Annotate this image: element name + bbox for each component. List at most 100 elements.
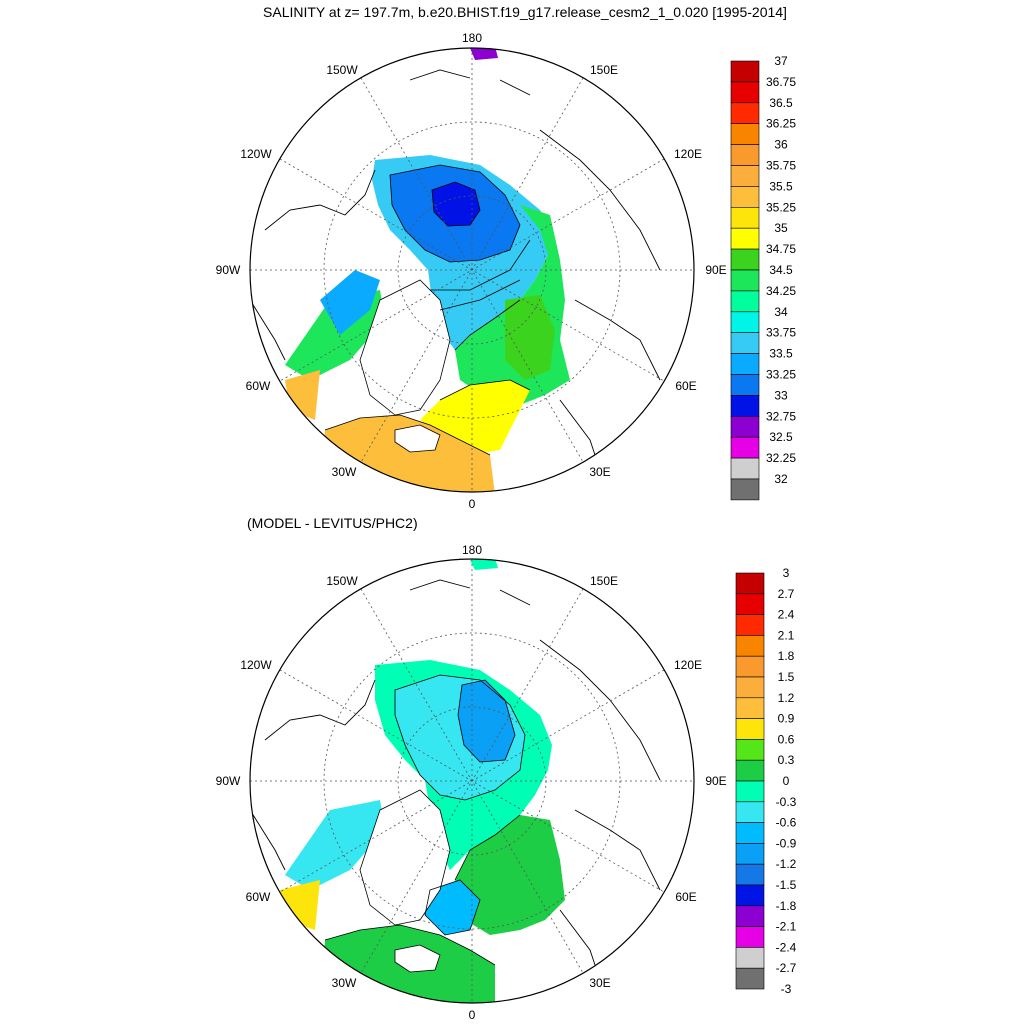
lon-label-30w-bottom: 30W xyxy=(332,976,357,990)
lon-label-120w: 120W xyxy=(240,147,272,161)
salinity-colorbar-box-3 xyxy=(730,123,760,145)
lon-label-150w: 150W xyxy=(326,63,358,77)
difference-colorbar-box-11 xyxy=(735,801,765,823)
salinity-colorbar-label-20: 32 xyxy=(774,472,788,486)
difference-colorbar-box-4 xyxy=(735,655,765,678)
salinity-colorbar-box-12 xyxy=(730,311,760,333)
lon-label-90e-bottom: 90E xyxy=(705,774,726,788)
diff-field-labrador xyxy=(285,800,385,890)
difference-colorbar-label-9: 0.3 xyxy=(778,753,795,767)
difference-colorbar-label-0: 3 xyxy=(783,566,790,580)
lon-label-60e-bottom: 60E xyxy=(675,890,696,904)
difference-colorbar-box-19 xyxy=(735,967,765,990)
difference-colorbar-box-8 xyxy=(735,739,765,761)
difference-colorbar-label-8: 0.6 xyxy=(778,732,795,746)
difference-colorbar-label-7: 0.9 xyxy=(778,712,795,726)
salinity-field-baffin xyxy=(320,270,380,335)
salinity-colorbar-box-4 xyxy=(730,144,760,166)
salinity-colorbar-label-12: 34 xyxy=(774,305,788,319)
salinity-colorbar-label-5: 35.75 xyxy=(766,159,796,173)
lon-label-0-bottom: 0 xyxy=(469,1008,476,1022)
lon-label-90e: 90E xyxy=(705,263,726,277)
lon-label-150e: 150E xyxy=(590,63,618,77)
difference-colorbar-box-1 xyxy=(735,593,765,615)
difference-colorbar-label-19: -2.7 xyxy=(776,961,797,975)
lon-label-30w: 30W xyxy=(332,465,357,479)
salinity-colorbar-box-6 xyxy=(730,186,760,208)
salinity-colorbar-box-19 xyxy=(730,457,760,480)
salinity-colorbar-label-15: 33.25 xyxy=(766,368,796,382)
difference-colorbar-box-13 xyxy=(735,843,765,865)
difference-colorbar-box-9 xyxy=(735,759,765,782)
lon-label-30e-bottom: 30E xyxy=(589,976,610,990)
difference-colorbar-box-14 xyxy=(735,863,765,886)
lon-label-60w: 60W xyxy=(246,379,271,393)
difference-colorbar-label-18: -2.4 xyxy=(776,940,797,954)
lon-label-180: 180 xyxy=(462,31,482,45)
salinity-colorbar-box-8 xyxy=(730,227,760,250)
difference-colorbar-box-2 xyxy=(735,614,765,636)
figure-title: SALINITY at z= 197.7m, b.e20.BHIST.f19_g… xyxy=(263,4,787,20)
difference-colorbar-label-12: -0.6 xyxy=(776,816,797,830)
difference-colorbar-box-15 xyxy=(735,884,765,907)
salinity-colorbar-box-11 xyxy=(730,290,760,313)
salinity-colorbar-box-16 xyxy=(730,395,760,417)
difference-colorbar-box-3 xyxy=(735,635,765,657)
salinity-colorbar-box-15 xyxy=(730,374,760,396)
map-boundary-bottom xyxy=(249,558,695,1004)
difference-colorbar-box-0 xyxy=(735,572,765,595)
diff-field-bering xyxy=(470,559,498,570)
difference-colorbar-label-14: -1.2 xyxy=(776,857,797,871)
salinity-colorbar-label-1: 36.75 xyxy=(766,75,796,89)
lon-label-30e: 30E xyxy=(589,465,610,479)
salinity-colorbar-box-20 xyxy=(730,478,760,501)
graticule-bottom xyxy=(250,559,694,1003)
difference-colorbar-label-13: -0.9 xyxy=(776,836,797,850)
difference-colorbar-box-16 xyxy=(735,905,765,927)
salinity-contours xyxy=(324,164,531,456)
diff-field-eurasian xyxy=(455,815,565,935)
salinity-colorbar-label-4: 36 xyxy=(774,138,788,152)
difference-colorbar-box-10 xyxy=(735,780,765,803)
salinity-colorbar-label-7: 35.25 xyxy=(766,200,796,214)
difference-colorbar-label-20: -3 xyxy=(781,982,792,996)
difference-map: 180 150W 150E 120W 120E 90W 90E 60W 60E … xyxy=(216,543,727,1022)
iceland-land xyxy=(394,424,441,453)
difference-subtitle: (MODEL - LEVITUS/PHC2) xyxy=(247,515,418,531)
difference-colorbar-box-17 xyxy=(735,926,765,948)
greenland-land xyxy=(359,279,451,416)
lon-label-60w-bottom: 60W xyxy=(246,890,271,904)
difference-colorbar-box-5 xyxy=(735,676,765,699)
difference-colorbar-label-3: 2.1 xyxy=(778,628,795,642)
difference-colorbar-label-17: -2.1 xyxy=(776,920,797,934)
salinity-colorbar: 37 36.75 36.5 36.25 36 35.75 35.5 35.25 35 34.75 3… xyxy=(730,54,796,501)
salinity-colorbar-box-7 xyxy=(730,207,760,229)
salinity-colorbar-box-9 xyxy=(730,248,760,271)
lon-label-150w-bottom: 150W xyxy=(326,574,358,588)
salinity-colorbar-label-8: 35 xyxy=(774,221,788,235)
difference-colorbar-box-12 xyxy=(735,822,765,844)
salinity-colorbar-label-2: 36.5 xyxy=(769,96,793,110)
salinity-colorbar-box-10 xyxy=(730,269,760,292)
difference-colorbar-label-15: -1.5 xyxy=(776,878,797,892)
salinity-colorbar-label-10: 34.5 xyxy=(769,263,793,277)
salinity-colorbar-label-3: 36.25 xyxy=(766,117,796,131)
salinity-map: 180 150W 150E 120W 120E 90W 90E 60W 60E … xyxy=(216,31,727,511)
difference-colorbar: 3 2.7 2.4 2.1 1.8 1.5 1.2 0.9 0.6 0.3 0 -0.3 -0.6 -0.… xyxy=(735,566,797,996)
salinity-colorbar-label-16: 33 xyxy=(774,388,788,402)
iceland-land-bottom xyxy=(394,944,441,973)
difference-colorbar-label-5: 1.5 xyxy=(778,670,795,684)
difference-colorbar-label-11: -0.3 xyxy=(776,795,797,809)
lon-label-150e-bottom: 150E xyxy=(590,574,618,588)
salinity-colorbar-label-14: 33.5 xyxy=(769,347,793,361)
lon-label-120w-bottom: 120W xyxy=(240,658,272,672)
salinity-colorbar-box-14 xyxy=(730,353,760,375)
salinity-field-bering xyxy=(470,48,498,60)
map-boundary-top xyxy=(249,47,695,493)
lon-label-60e: 60E xyxy=(675,379,696,393)
lon-label-0: 0 xyxy=(469,497,476,511)
lon-label-90w-bottom: 90W xyxy=(216,774,241,788)
lon-label-90w: 90W xyxy=(216,263,241,277)
salinity-colorbar-box-0 xyxy=(730,60,760,83)
salinity-colorbar-box-5 xyxy=(730,165,760,187)
